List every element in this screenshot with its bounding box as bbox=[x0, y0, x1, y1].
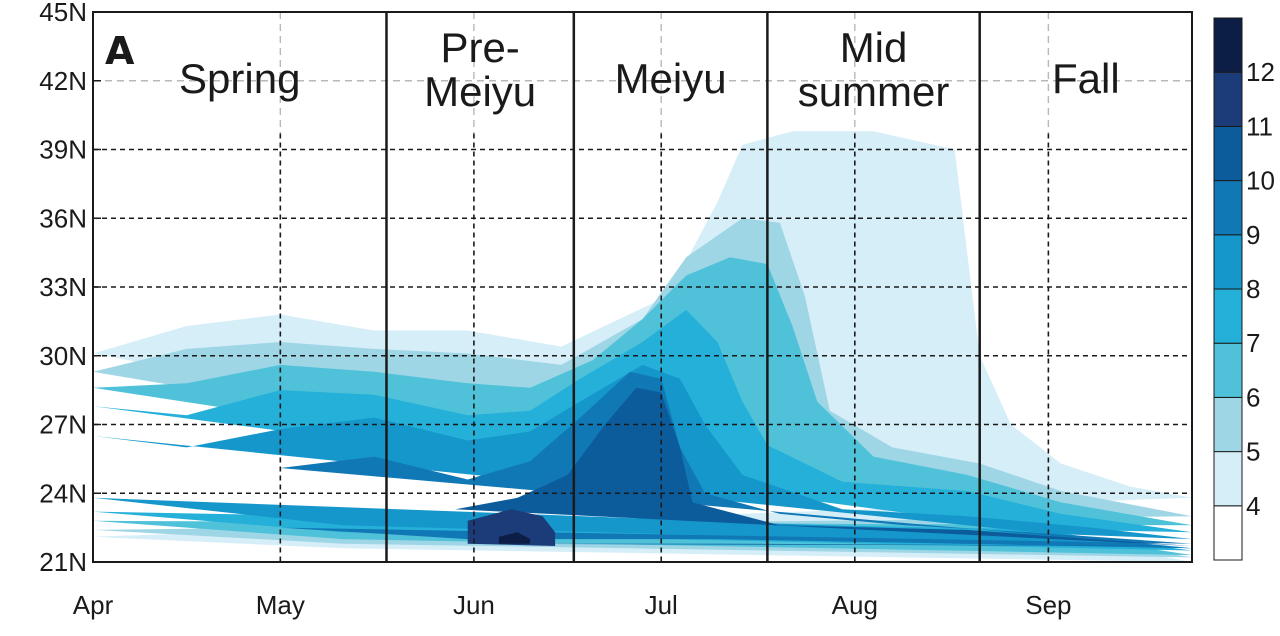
season-label: Pre- bbox=[440, 24, 519, 71]
colorbar-segment bbox=[1213, 71, 1243, 127]
season-dividers bbox=[385, 12, 981, 562]
x-tick-label: Jun bbox=[453, 590, 495, 620]
season-label: Fall bbox=[1052, 55, 1120, 102]
y-tick-label: 39N bbox=[39, 135, 87, 165]
colorbar-label: 10 bbox=[1246, 166, 1275, 196]
season-label: summer bbox=[798, 68, 950, 115]
colorbar-label: 5 bbox=[1246, 437, 1260, 467]
season-label: Meiyu bbox=[424, 68, 536, 115]
season-label: Mid bbox=[840, 24, 908, 71]
y-tick-label: 27N bbox=[39, 410, 87, 440]
plot-area bbox=[93, 12, 1192, 562]
season-label: Meiyu bbox=[615, 55, 727, 102]
colorbar-segment bbox=[1213, 396, 1243, 453]
colorbar-segment bbox=[1213, 125, 1243, 182]
panel-label: A bbox=[105, 29, 135, 73]
y-tick-label: 42N bbox=[39, 66, 87, 96]
colorbar-segment bbox=[1213, 234, 1243, 290]
grid-lines bbox=[93, 12, 1192, 562]
colorbar-label: 4 bbox=[1246, 491, 1260, 521]
colorbar-label: 7 bbox=[1246, 328, 1260, 358]
x-tick-label: Aug bbox=[832, 590, 878, 620]
x-tick-label: Jul bbox=[645, 590, 678, 620]
colorbar-label: 6 bbox=[1246, 382, 1260, 412]
x-tick-label: May bbox=[256, 590, 305, 620]
colorbar-segment bbox=[1213, 342, 1243, 398]
contour-band-11 bbox=[467, 509, 556, 546]
season-label: Spring bbox=[179, 55, 300, 102]
colorbar-segment bbox=[1213, 505, 1243, 561]
y-tick-label: 36N bbox=[39, 203, 87, 233]
y-tick-label: 45N bbox=[39, 0, 87, 27]
y-tick-label: 24N bbox=[39, 478, 87, 508]
colorbar-label: 12 bbox=[1246, 57, 1275, 87]
colorbar-label: 9 bbox=[1246, 220, 1260, 250]
colorbar-segment bbox=[1213, 451, 1243, 507]
colorbar-segment bbox=[1213, 288, 1243, 344]
contour-band-12 bbox=[498, 532, 531, 544]
y-tick-label: 30N bbox=[39, 341, 87, 371]
x-tick-label: Sep bbox=[1025, 590, 1071, 620]
colorbar-label: 8 bbox=[1246, 274, 1260, 304]
colorbar-label: 11 bbox=[1246, 111, 1273, 141]
colorbar: 4 5 6 7 8 9 10 11 12 bbox=[1213, 17, 1275, 561]
x-tick-label: Apr bbox=[73, 590, 114, 620]
contour-band-9 bbox=[280, 371, 1192, 549]
colorbar-segment bbox=[1213, 17, 1243, 73]
y-tick-label: 33N bbox=[39, 272, 87, 302]
contour-band-10 bbox=[455, 387, 1192, 546]
y-tick-label: 21N bbox=[39, 547, 87, 577]
colorbar-segment bbox=[1213, 180, 1243, 236]
axes: 21N 24N 27N 30N 33N 36N 39N 42N 45N Apr May Jun Jul A… bbox=[39, 0, 1071, 620]
